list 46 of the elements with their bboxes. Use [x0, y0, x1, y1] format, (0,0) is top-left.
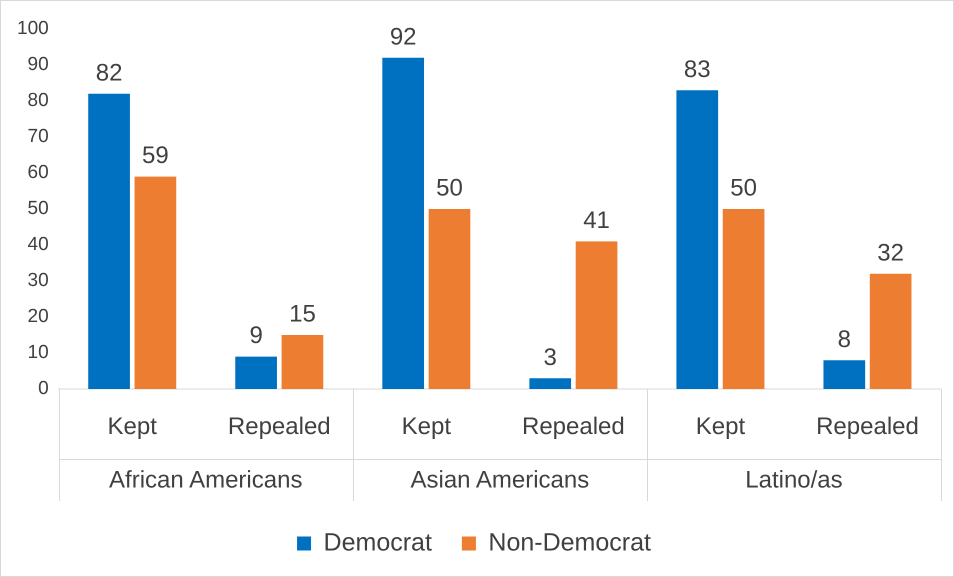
- data-label: 50: [730, 174, 757, 202]
- bar: [576, 241, 618, 389]
- y-tick-label: 40: [28, 234, 49, 256]
- x-tick-label: Repealed: [816, 413, 919, 440]
- y-tick-label: 10: [28, 342, 49, 364]
- data-label: 82: [96, 59, 122, 86]
- bar: [282, 335, 324, 389]
- data-label: 32: [877, 239, 904, 266]
- data-label: 92: [390, 23, 417, 50]
- bar: [676, 90, 718, 389]
- y-tick-label: 90: [28, 54, 49, 76]
- text: African Americans: [109, 466, 302, 494]
- y-tick-label: 60: [28, 162, 49, 184]
- y-tick-label: 20: [28, 306, 49, 328]
- bar: [88, 94, 130, 389]
- x-tick-label: Kept: [402, 413, 452, 440]
- bar: [134, 176, 176, 389]
- y-tick-label: 0: [38, 378, 49, 400]
- y-tick-label: 50: [28, 198, 49, 220]
- legend-label: Non-Democrat: [488, 528, 652, 556]
- data-label: 15: [289, 300, 316, 328]
- text: Asian Americans: [410, 466, 590, 494]
- data-label: 8: [838, 326, 851, 353]
- bar: [428, 209, 470, 389]
- y-tick-label: 70: [28, 126, 49, 148]
- x-tick-label: Kept: [696, 413, 746, 440]
- text: Latino/as: [745, 466, 843, 494]
- data-label: 83: [684, 56, 711, 83]
- bar: [870, 274, 912, 389]
- y-tick-label: 30: [28, 270, 49, 292]
- x-tick-label: Repealed: [522, 413, 625, 440]
- data-label: 9: [249, 322, 263, 350]
- data-label: 41: [583, 207, 610, 234]
- y-tick-label: 80: [28, 90, 49, 112]
- data-label: 59: [142, 142, 169, 170]
- data-label: 50: [436, 174, 463, 202]
- x-tick-label: Repealed: [228, 413, 331, 440]
- bar: [382, 58, 424, 389]
- legend-label: Democrat: [324, 528, 432, 556]
- bar: [823, 360, 866, 389]
- data-label: 3: [544, 344, 557, 371]
- bar: [722, 209, 764, 389]
- x-tick-label: Kept: [108, 413, 158, 440]
- bar: [235, 356, 277, 389]
- y-tick-label: 100: [17, 18, 49, 40]
- bar: [529, 378, 572, 389]
